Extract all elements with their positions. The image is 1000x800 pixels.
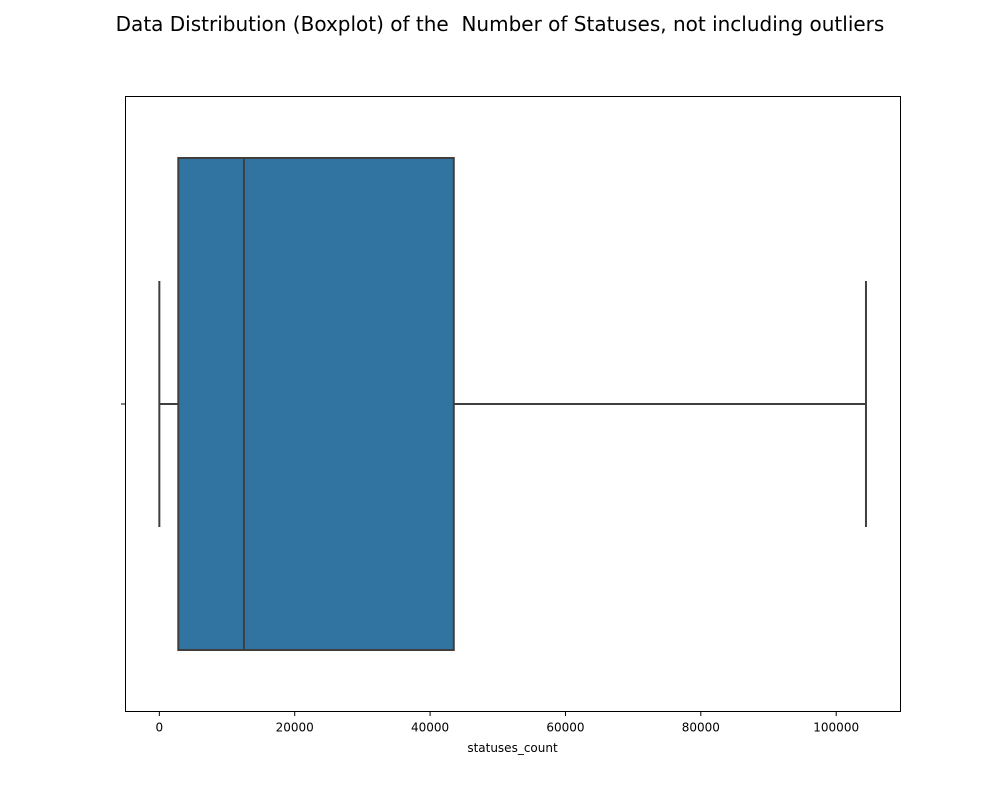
x-tick-label: 60000 [546, 721, 584, 735]
x-tick-label: 80000 [682, 721, 720, 735]
x-tick-label: 40000 [411, 721, 449, 735]
x-tick-label: 0 [156, 721, 164, 735]
boxplot-group [158, 157, 867, 651]
x-tick-label: 100000 [813, 721, 859, 735]
x-axis-ticks: 0 20000 40000 60000 80000 100000 [156, 711, 859, 735]
chart-title: Data Distribution (Boxplot) of the Numbe… [115, 12, 885, 36]
x-tick-label: 20000 [276, 721, 314, 735]
iqr-box [177, 157, 455, 651]
x-axis-label: statuses_count [467, 741, 558, 755]
